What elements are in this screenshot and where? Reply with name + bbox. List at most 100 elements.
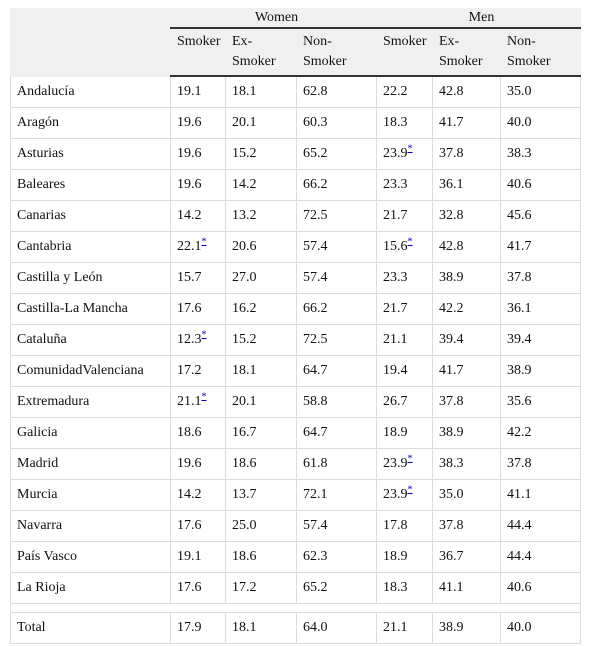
value-cell: 17.6 <box>170 293 226 325</box>
group-row: Women Men <box>10 8 581 77</box>
footnote-link[interactable]: * <box>201 391 207 403</box>
table-row: Cantabria 22.1* 20.6 57.4 15.6* 42.8 41.7 <box>10 231 581 263</box>
value-cell: 18.6 <box>225 541 297 573</box>
value-cell: 40.6 <box>500 169 581 201</box>
table-row: Castilla y León 15.7 27.0 57.4 23.3 38.9 37.8 <box>10 262 581 294</box>
region-cell: Total <box>10 612 171 644</box>
value-cell: 41.1 <box>500 479 581 511</box>
value-cell: 18.1 <box>225 75 297 108</box>
value-cell: 66.2 <box>296 293 377 325</box>
value-cell: 72.5 <box>296 324 377 356</box>
region-cell: Castilla-La Mancha <box>10 293 171 325</box>
value-cell: 38.9 <box>500 355 581 387</box>
region-cell: País Vasco <box>10 541 171 573</box>
value-cell: 44.4 <box>500 541 581 573</box>
table-body: Andalucía 19.1 18.1 62.8 22.2 42.8 35.0 Aragón 1… <box>10 75 581 644</box>
region-cell: Galicia <box>10 417 171 449</box>
footnote-link[interactable]: * <box>201 329 207 341</box>
value-cell: 17.2 <box>225 572 297 604</box>
region-cell: Extremadura <box>10 386 171 418</box>
value-cell: 20.1 <box>225 386 297 418</box>
value-cell: 42.8 <box>432 75 501 108</box>
region-cell: Aragón <box>10 107 171 139</box>
table-row: Navarra 17.6 25.0 57.4 17.8 37.8 44.4 <box>10 510 581 542</box>
footnote-link[interactable]: * <box>407 484 413 496</box>
value-cell: 64.7 <box>296 355 377 387</box>
value-cell: 20.6 <box>225 231 297 263</box>
table-row: Baleares 19.6 14.2 66.2 23.3 36.1 40.6 <box>10 169 581 201</box>
value-cell: 16.2 <box>225 293 297 325</box>
value-cell: 18.3 <box>376 107 433 139</box>
value-cell: 57.4 <box>296 262 377 294</box>
value-cell: 25.0 <box>225 510 297 542</box>
value-cell: 42.2 <box>500 417 581 449</box>
value-cell: 37.8 <box>432 138 501 170</box>
value-cell: 41.7 <box>432 107 501 139</box>
value-cell: 17.2 <box>170 355 226 387</box>
value-cell: 64.0 <box>296 612 377 644</box>
footnote-link[interactable]: * <box>201 236 207 248</box>
value-cell: 36.7 <box>432 541 501 573</box>
value-cell: 72.1 <box>296 479 377 511</box>
value-text: 23.9 <box>383 487 408 502</box>
value-cell: 64.7 <box>296 417 377 449</box>
value-cell: 21.1 <box>376 612 433 644</box>
spacer-cell <box>10 603 581 613</box>
value-text: 15.6 <box>383 239 408 254</box>
value-cell: 72.5 <box>296 200 377 232</box>
value-cell: 40.0 <box>500 107 581 139</box>
value-cell: 61.8 <box>296 448 377 480</box>
value-cell: 18.6 <box>170 417 226 449</box>
value-cell: 38.9 <box>432 612 501 644</box>
value-cell: 21.1* <box>170 386 226 418</box>
corner-cell <box>10 8 171 77</box>
value-cell: 15.2 <box>225 138 297 170</box>
value-cell: 39.4 <box>500 324 581 356</box>
value-cell: 12.3* <box>170 324 226 356</box>
footnote-link[interactable]: * <box>407 143 413 155</box>
value-cell: 32.8 <box>432 200 501 232</box>
table-row: La Rioja 17.6 17.2 65.2 18.3 41.1 40.6 <box>10 572 581 604</box>
group-header: Men <box>376 8 581 29</box>
value-cell: 60.3 <box>296 107 377 139</box>
value-cell: 15.6* <box>376 231 433 263</box>
table-header: Women Men Smoker Ex- Smoker Non- Smoker Smok… <box>10 8 581 77</box>
value-cell: 17.6 <box>170 510 226 542</box>
value-cell: 16.7 <box>225 417 297 449</box>
table-row: Galicia 18.6 16.7 64.7 18.9 38.9 42.2 <box>10 417 581 449</box>
table-row: Canarias 14.2 13.2 72.5 21.7 32.8 45.6 <box>10 200 581 232</box>
value-cell: 21.7 <box>376 293 433 325</box>
value-cell: 41.7 <box>432 355 501 387</box>
footnote-link[interactable]: * <box>407 236 413 248</box>
value-cell: 19.6 <box>170 448 226 480</box>
region-cell: Navarra <box>10 510 171 542</box>
value-cell: 23.9* <box>376 448 433 480</box>
value-cell: 40.6 <box>500 572 581 604</box>
spacer-row <box>10 603 581 613</box>
value-cell: 23.3 <box>376 262 433 294</box>
table-row: Cataluña 12.3* 15.2 72.5 21.1 39.4 39.4 <box>10 324 581 356</box>
value-cell: 35.0 <box>432 479 501 511</box>
footnote-link[interactable]: * <box>407 453 413 465</box>
value-cell: 57.4 <box>296 231 377 263</box>
table-row: Aragón 19.6 20.1 60.3 18.3 41.7 40.0 <box>10 107 581 139</box>
value-cell: 58.8 <box>296 386 377 418</box>
region-cell: Murcia <box>10 479 171 511</box>
value-cell: 14.2 <box>170 479 226 511</box>
column-header: Smoker <box>376 27 433 77</box>
value-cell: 14.2 <box>170 200 226 232</box>
value-cell: 18.3 <box>376 572 433 604</box>
value-cell: 19.6 <box>170 138 226 170</box>
value-cell: 42.2 <box>432 293 501 325</box>
value-cell: 38.9 <box>432 262 501 294</box>
column-header: Smoker <box>170 27 226 77</box>
value-cell: 21.7 <box>376 200 433 232</box>
region-cell: Andalucía <box>10 75 171 108</box>
value-cell: 39.4 <box>432 324 501 356</box>
value-cell: 26.7 <box>376 386 433 418</box>
value-text: 21.1 <box>177 394 202 409</box>
value-cell: 23.9* <box>376 138 433 170</box>
value-cell: 62.3 <box>296 541 377 573</box>
value-cell: 62.8 <box>296 75 377 108</box>
